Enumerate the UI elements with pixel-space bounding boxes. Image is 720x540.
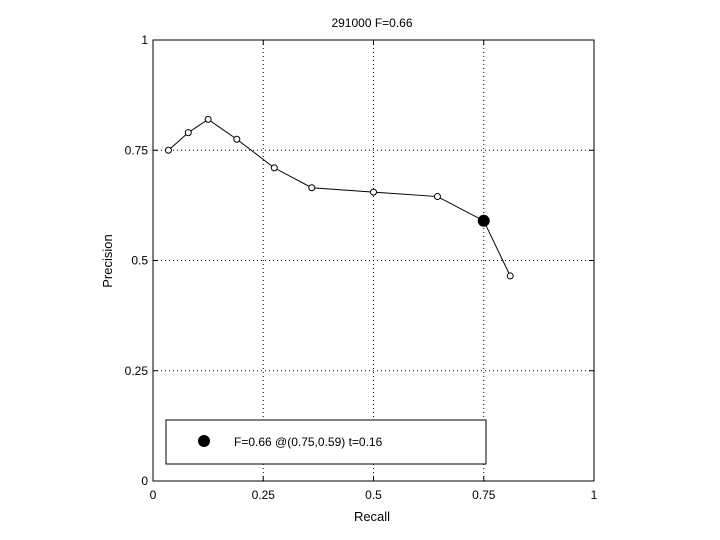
data-point (370, 188, 377, 196)
legend-text: F=0.66 @(0.75,0.59) t=0.16 (234, 435, 383, 449)
y-tick-label: 0 (141, 474, 148, 488)
data-point (184, 129, 192, 137)
y-tick-label: 0.5 (131, 254, 148, 268)
tick-marks (152, 39, 595, 482)
data-point (308, 184, 316, 192)
data-point (270, 164, 278, 172)
x-tick-label: 0.5 (365, 488, 382, 502)
best-f-point (477, 214, 490, 227)
x-axis-label: Recall (354, 509, 390, 524)
y-tick-label: 0.25 (125, 364, 149, 378)
x-tick-label: 0 (150, 488, 157, 502)
x-tick-label: 0.25 (252, 488, 276, 502)
x-tick-label: 1 (591, 488, 598, 502)
data-point (204, 115, 212, 123)
series-line (168, 118, 511, 277)
chart-title: 291000 F=0.66 (331, 16, 412, 30)
series-polyline (168, 118, 511, 277)
y-axis-label: Precision (100, 234, 115, 287)
y-tick-label: 0.75 (125, 143, 149, 157)
data-points (164, 115, 514, 280)
x-tick-label: 0.75 (472, 488, 496, 502)
data-point (233, 135, 241, 143)
legend: F=0.66 @(0.75,0.59) t=0.16 (165, 419, 487, 465)
y-tick-label: 1 (141, 33, 148, 47)
grid-lines (153, 40, 594, 481)
legend-box (165, 419, 487, 465)
data-point (164, 146, 172, 154)
legend-marker-icon (198, 435, 210, 447)
data-point (433, 193, 441, 201)
data-point (506, 272, 514, 280)
